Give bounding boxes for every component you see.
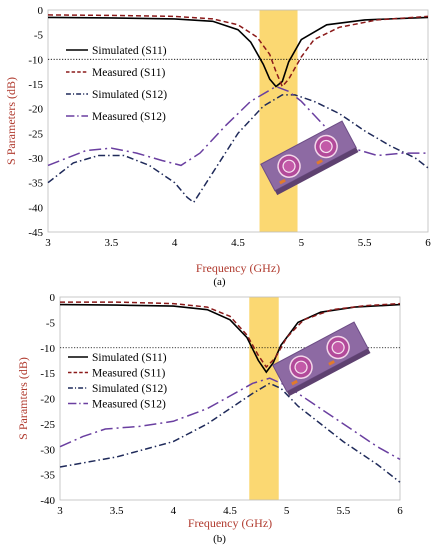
antenna-ring-inner bbox=[282, 159, 296, 173]
x-tick-label: 3.5 bbox=[110, 505, 124, 517]
plot-frame bbox=[59, 296, 401, 501]
y-tick-label: 0 bbox=[38, 5, 44, 17]
legend-entry: Measured (S11) bbox=[92, 368, 166, 380]
x-tick-label: 6 bbox=[397, 505, 403, 517]
legend-entry: Measured (S12) bbox=[92, 111, 166, 123]
legend-entry: Simulated (S11) bbox=[92, 352, 167, 364]
x-tick-label: 4.5 bbox=[231, 237, 245, 249]
panel-caption: (b) bbox=[213, 533, 226, 545]
y-tick-label: -25 bbox=[28, 128, 43, 140]
x-tick-label: 5 bbox=[299, 237, 305, 249]
y-tick-label: -5 bbox=[34, 30, 44, 42]
chart-panel-a: 0 -5 -10 -15 -20 -25 -30 -35 -40 -453 3.5 4 4.5 5 5.5 6… bbox=[4, 5, 431, 288]
y-tick-label: -10 bbox=[28, 54, 43, 66]
legend-entry: Simulated (S12) bbox=[92, 89, 167, 101]
x-tick-label: 4 bbox=[171, 505, 177, 517]
y-axis-label: S Parameters (dB) bbox=[4, 77, 18, 165]
y-axis-label: S Paramters (dB) bbox=[16, 357, 30, 440]
series-line-simulated-s11 bbox=[59, 303, 401, 374]
y-tick-label: -20 bbox=[40, 394, 55, 406]
x-tick-label: 5.5 bbox=[336, 505, 350, 517]
x-tick-label: 3 bbox=[57, 505, 63, 517]
legend-entry: Measured (S11) bbox=[92, 67, 166, 79]
y-tick-label: -5 bbox=[46, 317, 56, 329]
x-axis-label: Frequency (GHz) bbox=[188, 516, 272, 530]
highlight-band bbox=[249, 297, 279, 500]
y-tick-label: -35 bbox=[28, 178, 43, 190]
x-tick-label: 5 bbox=[284, 505, 290, 517]
antenna-feed-port bbox=[328, 360, 335, 366]
y-tick-label: -35 bbox=[40, 470, 55, 482]
y-tick-label: -45 bbox=[28, 227, 43, 239]
y-tick-label: -40 bbox=[28, 202, 43, 214]
legend-entry: Simulated (S12) bbox=[92, 383, 167, 395]
highlight-band bbox=[259, 10, 298, 232]
antenna-substrate-edge bbox=[286, 348, 371, 397]
x-tick-label: 5.5 bbox=[358, 237, 372, 249]
antenna-inset-image bbox=[260, 120, 359, 196]
x-tick-label: 3 bbox=[45, 237, 51, 249]
y-tick-label: -15 bbox=[28, 79, 43, 91]
y-tick-label: -10 bbox=[40, 343, 55, 355]
antenna-ring-inner bbox=[294, 360, 308, 374]
legend-entry: Measured (S12) bbox=[92, 399, 166, 411]
series-line-simulated-s11 bbox=[47, 16, 429, 88]
x-tick-label: 6 bbox=[425, 237, 431, 249]
x-axis-label: Frequency (GHz) bbox=[196, 261, 280, 275]
y-tick-label: 0 bbox=[50, 292, 56, 304]
x-tick-label: 4.5 bbox=[223, 505, 237, 517]
antenna-inset-image bbox=[272, 321, 371, 397]
series-line-simulated-s12 bbox=[47, 94, 429, 204]
x-tick-label: 4 bbox=[172, 237, 178, 249]
panel-caption: (a) bbox=[213, 276, 226, 288]
series-line-simulated-s12 bbox=[59, 382, 401, 483]
series-line-measured-s11 bbox=[47, 14, 429, 88]
y-tick-label: -15 bbox=[40, 368, 55, 380]
series-line-measured-s11 bbox=[60, 301, 401, 369]
series-line-measured-s12 bbox=[47, 85, 428, 167]
y-tick-label: -40 bbox=[40, 495, 55, 507]
y-tick-label: -25 bbox=[40, 419, 55, 431]
antenna-feed-port bbox=[279, 178, 286, 185]
y-tick-label: -30 bbox=[40, 444, 55, 456]
y-tick-label: -20 bbox=[28, 104, 43, 116]
antenna-ring-inner bbox=[331, 340, 345, 355]
antenna-feed-port bbox=[316, 159, 323, 165]
plot-frame bbox=[47, 9, 429, 233]
y-tick-label: -30 bbox=[28, 153, 43, 165]
antenna-substrate-edge bbox=[274, 147, 359, 196]
chart-panel-b: 0 -5 -10 -15 -20 -25 -30 -35 -403 3.5 4 4.5 5 5.5 6 Sim… bbox=[16, 292, 403, 545]
x-tick-label: 3.5 bbox=[104, 237, 118, 249]
legend-entry: Simulated (S11) bbox=[92, 45, 167, 57]
series-line-measured-s12 bbox=[59, 377, 401, 461]
antenna-ring-inner bbox=[319, 139, 333, 154]
antenna-feed-port bbox=[291, 379, 298, 386]
